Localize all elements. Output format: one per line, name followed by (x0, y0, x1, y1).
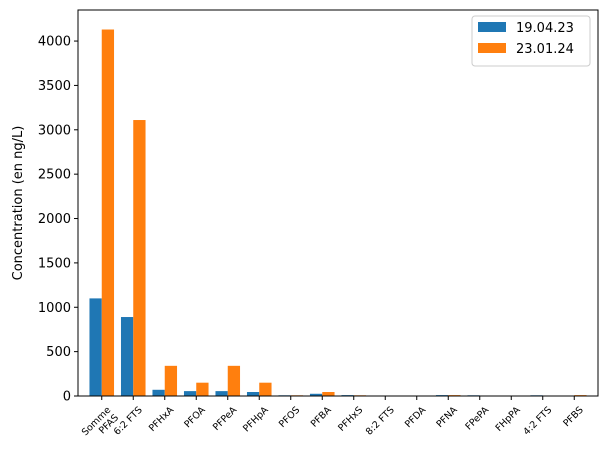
bar-series-2-6 (259, 382, 272, 396)
bar-series-2-1 (101, 29, 115, 397)
bar-series-2-2 (133, 120, 146, 396)
bar-series-2-8 (322, 392, 335, 396)
y-tick-label: 3000 (38, 123, 71, 138)
bar-series-1-6 (246, 392, 260, 396)
y-tick-label: 2500 (38, 168, 71, 183)
bar-series-2-5 (227, 365, 241, 396)
y-tick-label: 2000 (38, 212, 71, 227)
y-axis: 0 500 1000 1500 2000 2500 3000 3500 4000 (38, 35, 78, 405)
legend-swatch-1 (478, 22, 506, 32)
legend: 19.04.23 23.01.24 (471, 15, 591, 67)
bar-series-1-3 (152, 389, 165, 396)
y-axis-label: Concentration (en ng/L) (11, 126, 26, 281)
bar-series-1-4 (183, 391, 197, 396)
y-tick-label: 500 (46, 345, 71, 360)
y-tick-label: 0 (63, 390, 71, 405)
y-tick-label: 1000 (38, 301, 71, 316)
legend-label-2: 23.01.24 (516, 42, 574, 57)
legend-label-1: 19.04.23 (516, 21, 574, 36)
y-tick-label: 3500 (38, 79, 71, 94)
bar-series-1-5 (215, 391, 228, 396)
bar-series-1-1 (89, 298, 102, 396)
y-tick-label: 4000 (38, 35, 71, 50)
legend-swatch-2 (478, 43, 506, 53)
bar-series-1-2 (120, 317, 134, 396)
y-tick-label: 1500 (38, 256, 71, 271)
bar-series-1-8 (309, 393, 323, 396)
bar-series-2-4 (196, 382, 209, 396)
plot-frame (77, 9, 599, 397)
bar-series-2-3 (164, 365, 178, 396)
